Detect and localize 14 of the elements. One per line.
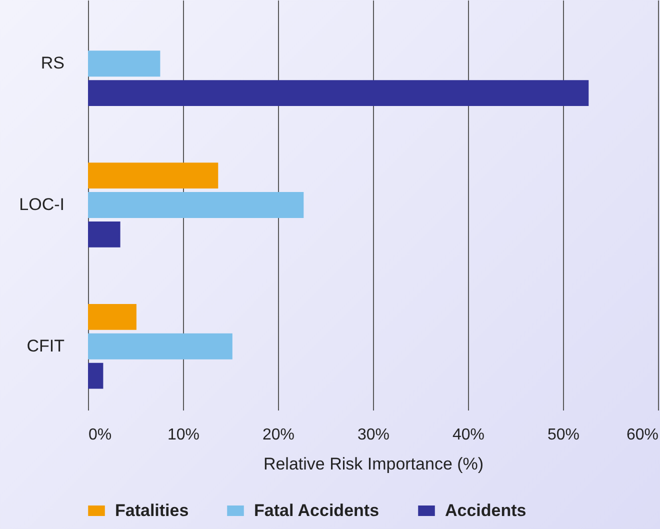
legend-label: Fatal Accidents [254,500,380,520]
legend-label: Accidents [445,500,526,520]
x-tick-label: 30% [357,426,390,444]
x-tick-label: 20% [262,426,295,444]
x-tick-label: 60% [626,426,658,444]
y-tick-label: LOC-I [19,195,64,214]
legend-label: Fatalities [115,500,189,520]
y-tick-label: CFIT [26,336,64,356]
x-axis-title: Relative Risk Importance (%) [263,454,484,474]
x-tick-label: 10% [167,426,200,444]
y-tick-label: RS [40,54,64,73]
x-tick-label: 0% [88,426,112,444]
x-tick-label: 50% [547,426,580,444]
x-tick-label: 40% [452,426,485,444]
